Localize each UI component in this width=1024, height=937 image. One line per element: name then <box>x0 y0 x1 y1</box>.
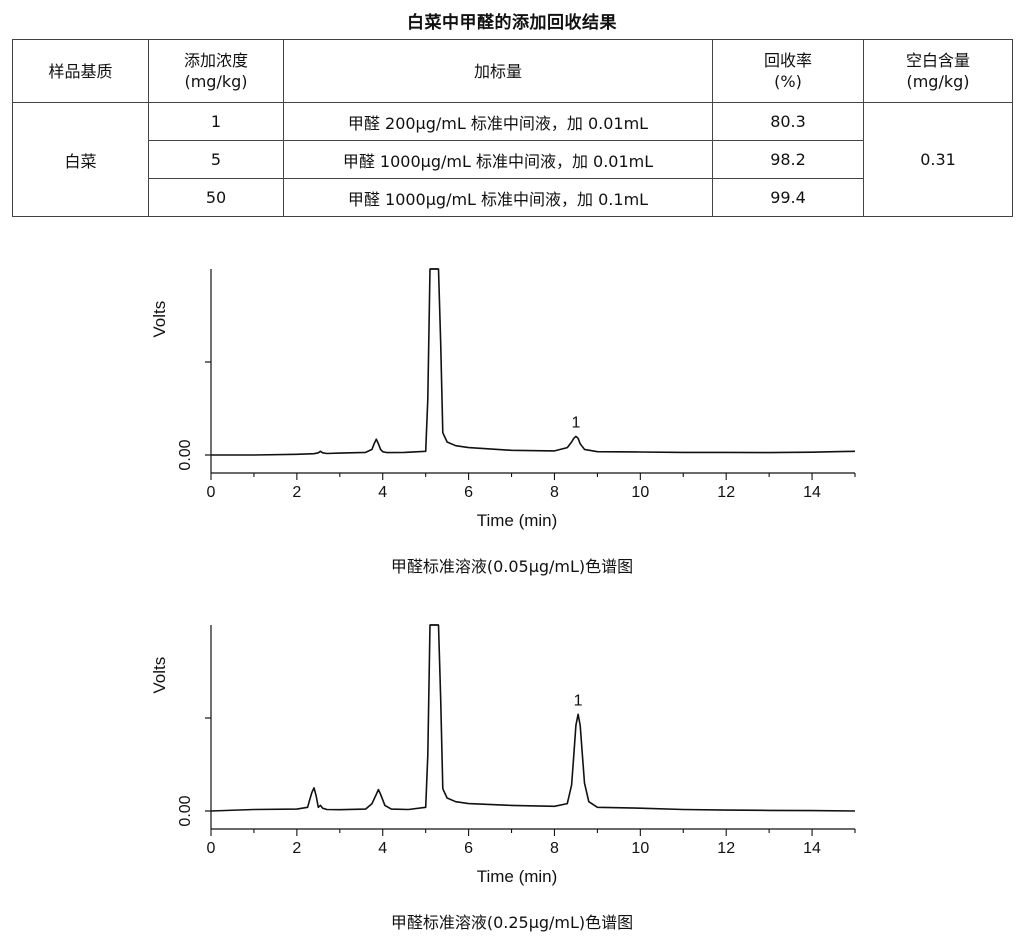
table-header-row: 样品基质 添加浓度 (mg/kg) 加标量 回收率 (%) 空白含量 (mg/k… <box>12 39 1013 103</box>
table-row: 白菜 1 甲醛 200μg/mL 标准中间液，加 0.01mL 80.3 0.3… <box>12 102 1013 217</box>
peak-label: 1 <box>574 692 583 709</box>
chromatogram-chart-2: 0.00 Volts 0 2 4 6 8 10 12 14 Time (min) 1 <box>150 624 856 886</box>
x-tick-label: 6 <box>464 484 473 501</box>
chromatogram-trace <box>210 624 856 812</box>
x-tick-label: 6 <box>464 840 473 857</box>
cell-matrix: 白菜 <box>12 102 149 217</box>
cell-recovery: 99.4 <box>712 178 864 217</box>
cell-conc: 50 <box>148 178 284 217</box>
x-tick-label: 4 <box>378 840 387 857</box>
x-tick-label: 10 <box>631 484 649 501</box>
header-conc: 添加浓度 (mg/kg) <box>148 39 284 103</box>
chromatogram-trace <box>211 268 856 456</box>
x-tick-label: 8 <box>550 484 559 501</box>
x-tick-label: 12 <box>717 484 735 501</box>
y-tick-label: 0.00 <box>177 795 194 826</box>
cell-recovery: 80.3 <box>712 102 864 141</box>
page-title: 白菜中甲醛的添加回收结果 <box>407 13 617 33</box>
y-axis-label: Volts <box>150 301 169 338</box>
x-tick-label: 4 <box>378 484 387 501</box>
cell-spike: 甲醛 1000μg/mL 标准中间液，加 0.01mL <box>283 140 713 179</box>
x-tick-label: 8 <box>550 840 559 857</box>
header-recovery: 回收率 (%) <box>712 39 864 103</box>
x-tick-label: 12 <box>717 840 735 857</box>
cell-recovery: 98.2 <box>712 140 864 179</box>
table-row: 5 甲醛 1000μg/mL 标准中间液，加 0.01mL 98.2 <box>13 140 1013 179</box>
cell-spike: 甲醛 200μg/mL 标准中间液，加 0.01mL <box>283 102 713 141</box>
x-tick-label: 2 <box>292 840 301 857</box>
chart-caption-1: 甲醛标准溶液(0.05μg/mL)色谱图 <box>390 557 634 576</box>
x-axis-label: Time (min) <box>477 867 558 886</box>
recovery-table: 样品基质 添加浓度 (mg/kg) 加标量 回收率 (%) 空白含量 (mg/k… <box>12 39 1013 217</box>
x-tick-label: 0 <box>207 840 216 857</box>
y-axis-label: Volts <box>150 657 169 694</box>
x-tick-label: 2 <box>292 484 301 501</box>
table-row: 50 甲醛 1000μg/mL 标准中间液，加 0.1mL 99.4 <box>13 178 1013 217</box>
x-tick-label: 0 <box>207 484 216 501</box>
x-tick-label: 14 <box>803 484 821 501</box>
x-tick-label: 10 <box>631 840 649 857</box>
header-matrix: 样品基质 <box>12 39 149 103</box>
cell-conc: 1 <box>148 102 284 141</box>
x-tick-label: 14 <box>803 840 821 857</box>
cell-spike: 甲醛 1000μg/mL 标准中间液，加 0.1mL <box>283 178 713 217</box>
peak-label: 1 <box>571 414 580 431</box>
cell-blank: 0.31 <box>863 102 1013 217</box>
chromatogram-chart-1: 0.00 Volts 0 2 4 6 8 10 12 14 Time (min) 1 <box>150 268 856 530</box>
chart-caption-2: 甲醛标准溶液(0.25μg/mL)色谱图 <box>390 913 634 932</box>
y-tick-label: 0.00 <box>177 439 194 470</box>
cell-conc: 5 <box>148 140 284 179</box>
header-spike: 加标量 <box>283 39 713 103</box>
x-axis-label: Time (min) <box>477 511 558 530</box>
header-blank: 空白含量 (mg/kg) <box>863 39 1013 103</box>
